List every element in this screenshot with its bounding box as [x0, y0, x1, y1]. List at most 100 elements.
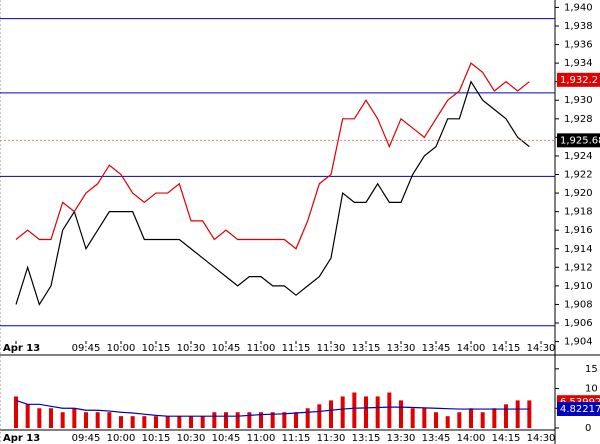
y-tick-label: 1,938: [564, 21, 593, 32]
y-tick-label: 1,922: [564, 170, 593, 181]
volume-bar: [14, 396, 18, 428]
volume-bar: [84, 412, 89, 428]
volume-bar: [154, 416, 159, 428]
volume-bar: [399, 400, 404, 428]
volume-bar: [165, 416, 170, 428]
volume-bar: [410, 408, 415, 428]
volume-bar: [492, 408, 497, 428]
y-tick-label: 1,906: [564, 318, 593, 329]
series-line: [15, 399, 530, 417]
volume-bar: [445, 416, 450, 428]
x-tick-label: 14:00: [457, 343, 486, 354]
volume-bar: [317, 404, 322, 428]
volume-bar: [189, 416, 194, 428]
y-tick-label: 1,940: [564, 2, 593, 13]
volume-bar: [259, 412, 264, 428]
x-tick-label: 10:15: [142, 433, 171, 444]
volume-bar: [200, 416, 205, 428]
x-tick-label: 13:45: [422, 343, 451, 354]
volume-bar: [142, 416, 147, 428]
volume-bar: [504, 404, 509, 428]
x-tick-label: 14:15: [492, 433, 521, 444]
x-tick-label: 11:15: [282, 433, 311, 444]
x-tick-label: 11:30: [317, 343, 346, 354]
x-tick-label: 09:45: [72, 433, 101, 444]
volume-bar: [235, 412, 240, 428]
volume-bar: [364, 396, 369, 428]
volume-bar: [212, 412, 217, 428]
value-tag-label: 4.82217: [560, 404, 600, 415]
volume-bar: [340, 396, 345, 428]
volume-bar: [25, 404, 30, 428]
price-tag: [557, 133, 600, 148]
y-tick-label: 1,920: [564, 188, 593, 199]
x-tick-label: 13:30: [387, 433, 416, 444]
volume-bar: [469, 408, 474, 428]
y-tick-label: 1,928: [564, 114, 593, 125]
price-tag: [557, 72, 600, 87]
x-tick-label: 11:00: [247, 343, 276, 354]
x-tick-label: 10:00: [107, 343, 136, 354]
x-tick-label: 11:15: [282, 343, 311, 354]
y-tick-label: 1,918: [564, 207, 593, 218]
y-tick-label: 1,914: [564, 244, 593, 255]
volume-bar: [352, 392, 357, 428]
volume-bar: [305, 408, 310, 428]
x-tick-label: 14:00: [457, 433, 486, 444]
x-tick-label: Apr 13: [3, 343, 40, 354]
x-tick-label: 14:30: [527, 433, 556, 444]
y-tick-label: 1,934: [564, 58, 593, 69]
volume-bar: [107, 412, 112, 428]
volume-bar: [457, 412, 462, 428]
x-tick-label: 11:30: [317, 433, 346, 444]
y-tick-label: 1,908: [564, 299, 593, 310]
volume-bar: [270, 412, 275, 428]
y-tick-label: 10: [585, 384, 598, 395]
volume-bar: [387, 392, 392, 428]
volume-bar: [130, 416, 135, 428]
x-tick-label: 10:45: [212, 433, 241, 444]
volume-bar: [515, 400, 520, 428]
volume-bar: [177, 416, 182, 428]
volume-bar: [119, 416, 124, 428]
y-tick-label: 1,904: [564, 337, 593, 348]
volume-bar: [527, 400, 532, 428]
y-tick-label: 1,912: [564, 262, 593, 273]
x-tick-label: Apr 13: [3, 433, 40, 444]
series-line: [15, 80, 530, 306]
volume-bar: [37, 408, 42, 428]
volume-bar: [329, 400, 334, 428]
series-line: [15, 62, 530, 250]
volume-bar: [247, 412, 252, 428]
x-tick-label: 13:15: [352, 433, 381, 444]
volume-bar: [375, 396, 380, 428]
volume-bar: [95, 412, 100, 428]
x-tick-label: 14:15: [492, 343, 521, 354]
volume-bar: [434, 412, 439, 428]
x-tick-label: 13:30: [387, 343, 416, 354]
x-tick-label: 10:45: [212, 343, 241, 354]
x-tick-label: 14:30: [527, 343, 556, 354]
y-tick-label: 1,910: [564, 281, 593, 292]
volume-bar: [422, 408, 427, 428]
x-tick-label: 13:45: [422, 433, 451, 444]
y-tick-label: 1,924: [564, 151, 593, 162]
y-tick-label: 1,936: [564, 40, 593, 51]
value-tag: [557, 401, 600, 416]
x-tick-label: 10:30: [177, 343, 206, 354]
x-tick-label: 09:45: [72, 343, 101, 354]
x-tick-label: 10:30: [177, 433, 206, 444]
volume-bar: [480, 412, 485, 428]
x-tick-label: 11:00: [247, 433, 276, 444]
price-tag-label: 1,925.68: [560, 135, 600, 146]
x-tick-label: 13:15: [352, 343, 381, 354]
y-tick-label: 0: [585, 423, 591, 434]
x-tick-label: 10:00: [107, 433, 136, 444]
volume-bar: [294, 412, 299, 428]
x-tick-label: 10:15: [142, 343, 171, 354]
volume-bar: [60, 412, 65, 428]
y-tick-label: 15: [585, 364, 598, 375]
volume-bar: [49, 408, 54, 428]
